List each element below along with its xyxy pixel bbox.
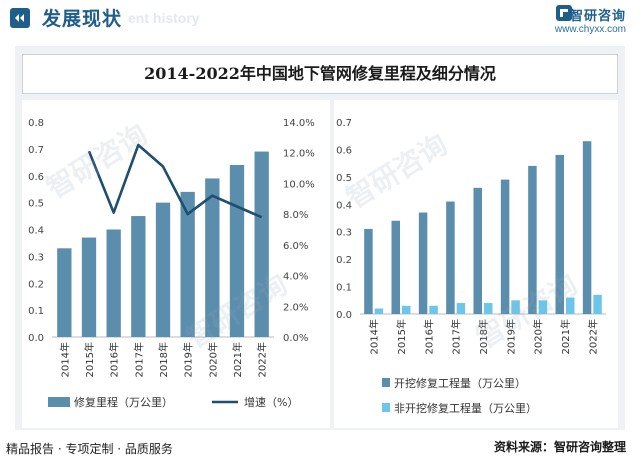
bar xyxy=(473,187,482,314)
brand-logo: 智研咨询 www.chyxx.com xyxy=(555,4,626,35)
bar xyxy=(484,303,493,314)
x-axis-tick-label: 2021年 xyxy=(231,342,244,377)
x-axis-tick-label: 2021年 xyxy=(559,319,572,354)
mileage-chart-card: 0.0 0.1 0.2 0.3 0.4 0.5 0.6 0.7 0.8 0.0% 2.0% 4.0% 6… xyxy=(22,100,330,428)
y-axis-tick-label: 0.3 xyxy=(336,228,352,239)
bar xyxy=(511,300,520,314)
bar xyxy=(456,303,466,314)
bar xyxy=(582,141,592,314)
x-axis-tick-label: 2014年 xyxy=(58,342,71,377)
legend-swatch xyxy=(382,378,390,387)
bar xyxy=(446,201,455,314)
y-axis-tick-label: 0.6 xyxy=(28,172,44,183)
legend-label: 修复里程（万公里） xyxy=(74,395,173,409)
y2-axis-tick-label: 6.0% xyxy=(283,241,308,252)
y-axis-tick-label: 0.0 xyxy=(336,310,352,321)
y2-axis-tick-label: 2.0% xyxy=(283,302,308,313)
y-axis-tick-label: 0.1 xyxy=(28,306,44,317)
bar xyxy=(131,216,146,337)
y-axis-tick-label: 0.8 xyxy=(28,118,44,129)
y2-axis-tick-label: 12.0% xyxy=(283,149,315,160)
x-axis-tick-label: 2020年 xyxy=(532,319,545,354)
bar xyxy=(106,229,121,337)
y-axis-tick-label: 0.5 xyxy=(28,199,44,210)
y-axis-tick-label: 0.2 xyxy=(336,255,352,266)
growth-line xyxy=(87,143,263,219)
x-axis-tick-label: 2017年 xyxy=(132,342,145,377)
bar xyxy=(402,305,411,314)
x-axis-tick-label: 2015年 xyxy=(83,342,96,377)
bar xyxy=(254,151,269,337)
x-axis-tick-label: 2016年 xyxy=(422,319,435,354)
bar xyxy=(555,154,564,314)
x-axis-tick-label: 2018年 xyxy=(477,319,490,354)
brand-url: www.chyxx.com xyxy=(554,24,626,35)
x-axis-tick-label: 2015年 xyxy=(395,319,408,354)
bar xyxy=(374,308,384,314)
bar xyxy=(418,212,428,314)
x-axis-tick-label: 2022年 xyxy=(256,342,269,377)
bar xyxy=(391,220,400,314)
y-axis-tick-label: 0.4 xyxy=(336,200,352,211)
y2-axis-tick-label: 0.0% xyxy=(283,333,308,344)
y-axis-tick-label: 0.0 xyxy=(28,333,44,344)
bar xyxy=(205,178,220,337)
y-axis-tick-label: 0.7 xyxy=(28,145,44,156)
x-axis-tick-label: 2018年 xyxy=(157,342,170,377)
y2-axis-tick-label: 14.0% xyxy=(283,118,315,129)
bar xyxy=(538,300,548,314)
bar xyxy=(180,191,195,337)
y2-axis-tick-label: 10.0% xyxy=(283,179,315,190)
brand-name: 智研咨询 xyxy=(569,9,626,24)
y-axis-tick-label: 0.7 xyxy=(336,118,352,129)
page-footer: 精品报告 · 专项定制 · 品质服务 资料来源：智研咨询整理 xyxy=(0,434,640,460)
y-axis-tick-label: 0.3 xyxy=(28,252,44,263)
x-axis-tick-label: 2014年 xyxy=(368,319,381,354)
breakdown-chart-card: 0.0 0.1 0.2 0.3 0.4 0.5 0.6 0.7 2014年 2015年 2016年 2… xyxy=(334,100,618,428)
section-badge-icon xyxy=(10,8,30,28)
bar xyxy=(155,202,171,337)
section-subtitle: ent history xyxy=(128,10,200,26)
bar xyxy=(566,297,575,314)
x-axis-tick-label: 2022年 xyxy=(586,319,599,354)
x-axis-tick-label: 2020年 xyxy=(206,342,219,377)
source-note: 资料来源：智研咨询整理 xyxy=(493,440,626,454)
brand-mark-icon xyxy=(555,5,572,21)
footer-slogan: 精品报告 · 专项定制 · 品质服务 xyxy=(6,442,173,456)
legend-label: 增速（%） xyxy=(244,395,298,409)
y2-axis-tick-label: 4.0% xyxy=(283,272,308,283)
mileage-growth-chart: 0.0 0.1 0.2 0.3 0.4 0.5 0.6 0.7 0.8 0.0% 2.0% 4.0% 6… xyxy=(28,118,315,409)
bar xyxy=(528,165,537,314)
legend-label: 开挖修复工程量（万公里） xyxy=(394,376,526,390)
y-axis-tick-label: 0.6 xyxy=(336,145,352,156)
y-axis-tick-label: 0.2 xyxy=(28,279,44,290)
page-header: 发展现状 ent history 智研咨询 www.chyxx.com xyxy=(0,0,640,36)
x-axis-tick-label: 2016年 xyxy=(108,342,121,377)
bar xyxy=(500,179,510,314)
x-axis-tick-label: 2019年 xyxy=(504,319,517,354)
x-axis-tick-label: 2019年 xyxy=(182,342,195,377)
bar xyxy=(593,294,602,314)
x-axis-tick-label: 2017年 xyxy=(450,319,463,354)
y-axis-tick-label: 0.4 xyxy=(28,226,44,237)
bar xyxy=(81,237,97,337)
repair-breakdown-chart: 0.0 0.1 0.2 0.3 0.4 0.5 0.6 0.7 2014年 2015年 2016年 2… xyxy=(336,118,606,415)
chart-title: 2014-2022年中国地下管网修复里程及细分情况 xyxy=(22,54,618,94)
bar xyxy=(429,305,438,314)
bar xyxy=(57,248,72,337)
legend-label: 非开挖修复工程量（万公里） xyxy=(394,401,537,415)
y2-axis-tick-label: 8.0% xyxy=(283,210,308,221)
section-title: 发展现状 xyxy=(42,8,123,30)
bar xyxy=(364,228,373,314)
legend-swatch xyxy=(382,403,390,412)
y-axis-tick-label: 0.1 xyxy=(336,283,352,294)
legend-bar-swatch xyxy=(48,397,70,407)
y-axis-tick-label: 0.5 xyxy=(336,173,352,184)
